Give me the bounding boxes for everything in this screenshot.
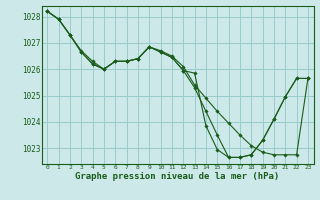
X-axis label: Graphe pression niveau de la mer (hPa): Graphe pression niveau de la mer (hPa) [76,172,280,181]
